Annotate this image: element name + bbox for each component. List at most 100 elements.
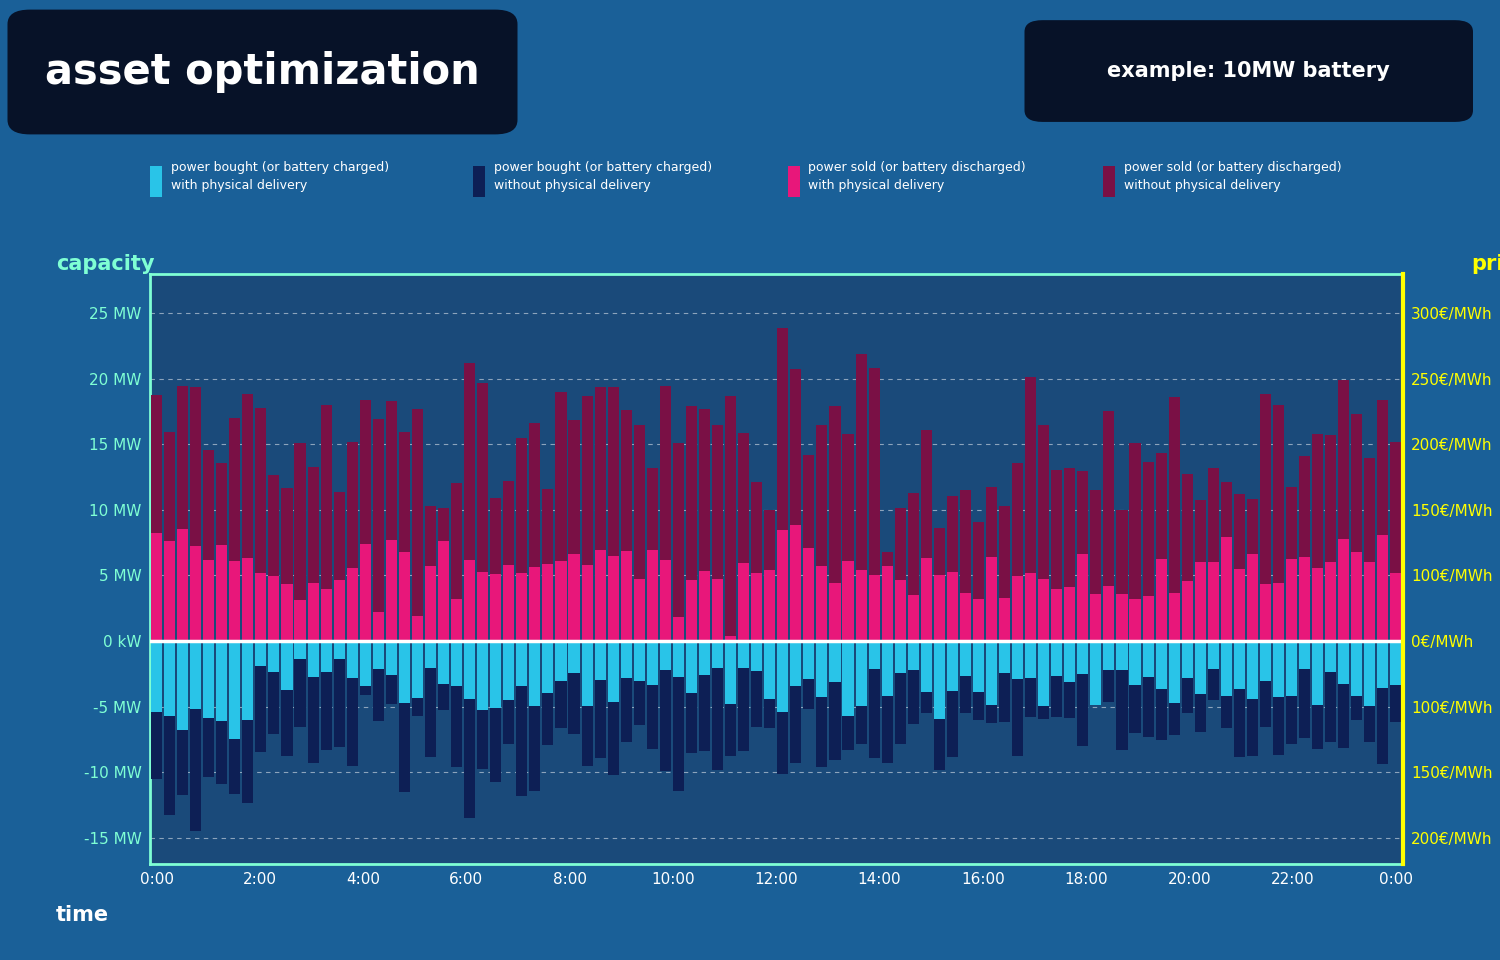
Bar bbox=[790, 641, 801, 686]
Bar bbox=[1234, 641, 1245, 757]
Bar bbox=[1338, 539, 1350, 641]
Bar bbox=[1065, 468, 1076, 641]
Bar bbox=[1116, 510, 1128, 641]
Bar bbox=[1324, 435, 1336, 641]
Bar bbox=[960, 641, 970, 713]
Bar bbox=[1324, 562, 1336, 641]
Bar bbox=[152, 641, 162, 712]
Bar bbox=[568, 641, 579, 673]
Bar bbox=[268, 576, 279, 641]
Bar bbox=[908, 641, 920, 670]
Bar bbox=[1312, 568, 1323, 641]
Bar bbox=[1130, 641, 1140, 684]
Bar bbox=[777, 641, 789, 774]
Bar bbox=[164, 641, 176, 815]
Bar bbox=[999, 641, 1010, 722]
Bar bbox=[464, 363, 476, 641]
Bar bbox=[608, 641, 618, 702]
Bar bbox=[503, 481, 515, 641]
Bar bbox=[255, 573, 267, 641]
Bar bbox=[1130, 598, 1140, 641]
Bar bbox=[777, 641, 789, 712]
Bar bbox=[452, 599, 462, 641]
Bar bbox=[530, 423, 540, 641]
Bar bbox=[294, 641, 306, 727]
Bar bbox=[974, 641, 984, 720]
Bar bbox=[333, 492, 345, 641]
Bar bbox=[268, 475, 279, 641]
Bar bbox=[712, 641, 723, 771]
Bar bbox=[477, 383, 488, 641]
Bar bbox=[633, 579, 645, 641]
Bar bbox=[374, 641, 384, 669]
Bar bbox=[908, 641, 920, 724]
Bar bbox=[1013, 576, 1023, 641]
Bar bbox=[1038, 641, 1050, 719]
Bar bbox=[1352, 641, 1362, 720]
Bar bbox=[452, 483, 462, 641]
Bar bbox=[399, 432, 410, 641]
Bar bbox=[816, 641, 828, 697]
Bar bbox=[1155, 559, 1167, 641]
Bar bbox=[752, 573, 762, 641]
Bar bbox=[582, 641, 592, 707]
Bar bbox=[646, 641, 658, 749]
Bar bbox=[921, 558, 932, 641]
Bar bbox=[308, 583, 318, 641]
Bar bbox=[1246, 641, 1258, 756]
Bar bbox=[986, 641, 998, 705]
Bar bbox=[294, 600, 306, 641]
Bar bbox=[386, 540, 398, 641]
Text: example: 10MW battery: example: 10MW battery bbox=[1107, 61, 1390, 81]
Bar bbox=[908, 492, 920, 641]
Bar bbox=[1090, 594, 1101, 641]
Bar bbox=[855, 569, 867, 641]
Bar bbox=[1194, 563, 1206, 641]
Bar bbox=[946, 641, 958, 757]
Bar bbox=[490, 641, 501, 782]
Bar bbox=[868, 641, 879, 669]
Bar bbox=[464, 641, 476, 699]
Bar bbox=[790, 369, 801, 641]
Bar bbox=[1077, 470, 1089, 641]
Bar bbox=[882, 566, 892, 641]
Bar bbox=[724, 641, 736, 756]
Bar bbox=[1090, 641, 1101, 706]
Bar bbox=[360, 641, 370, 686]
Bar bbox=[764, 641, 776, 699]
Bar bbox=[621, 641, 632, 742]
Bar bbox=[868, 641, 879, 757]
Bar bbox=[1274, 641, 1284, 756]
Bar bbox=[230, 641, 240, 794]
Bar bbox=[282, 641, 292, 690]
Bar bbox=[1234, 494, 1245, 641]
Bar bbox=[413, 615, 423, 641]
Bar bbox=[1246, 641, 1258, 699]
Bar bbox=[738, 563, 748, 641]
Bar bbox=[282, 585, 292, 641]
Bar bbox=[321, 641, 332, 751]
Bar bbox=[490, 574, 501, 641]
Bar bbox=[790, 641, 801, 763]
Bar bbox=[333, 641, 345, 659]
Bar bbox=[660, 641, 670, 771]
Bar bbox=[1065, 641, 1076, 682]
Bar bbox=[230, 641, 240, 739]
Bar bbox=[1052, 641, 1062, 676]
Bar bbox=[608, 641, 618, 776]
Bar bbox=[1260, 584, 1270, 641]
Bar bbox=[1182, 641, 1192, 678]
Bar bbox=[190, 387, 201, 641]
Bar bbox=[660, 560, 670, 641]
Bar bbox=[243, 558, 254, 641]
Bar bbox=[1077, 641, 1089, 674]
Bar bbox=[1234, 569, 1245, 641]
Bar bbox=[868, 368, 879, 641]
Bar bbox=[190, 641, 201, 708]
Bar bbox=[503, 641, 515, 744]
Bar bbox=[386, 641, 398, 675]
Bar bbox=[202, 561, 214, 641]
Bar bbox=[424, 506, 436, 641]
Bar bbox=[855, 641, 867, 744]
Bar bbox=[699, 641, 709, 675]
